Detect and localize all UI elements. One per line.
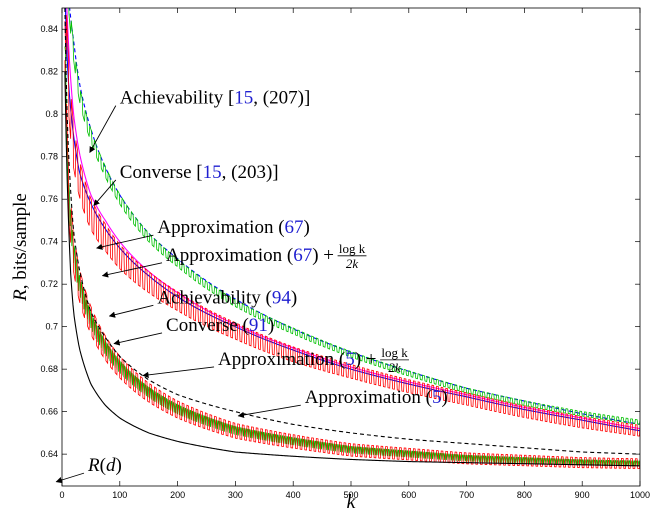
x-axis-label: k bbox=[347, 491, 357, 512]
x-tick-label: 100 bbox=[112, 490, 127, 500]
x-tick-label: 900 bbox=[575, 490, 590, 500]
annotation-arrow bbox=[101, 262, 163, 278]
x-tick-label: 700 bbox=[459, 490, 474, 500]
y-tick-label: 0.68 bbox=[40, 364, 58, 374]
y-tick-label: 0.82 bbox=[40, 67, 58, 77]
annotation-8: Approximation (5) bbox=[237, 387, 448, 419]
annotation-text: Converse [15, (203)] bbox=[120, 162, 279, 183]
y-tick-label: 0.74 bbox=[40, 237, 58, 247]
annotation-arrow bbox=[237, 404, 301, 419]
fraction-numerator: log k bbox=[381, 345, 408, 360]
y-tick-label: 0.66 bbox=[40, 407, 58, 417]
y-tick-label: 0.8 bbox=[45, 109, 58, 119]
x-tick-label: 600 bbox=[401, 490, 416, 500]
annotation-text: Converse (91) bbox=[166, 315, 274, 336]
y-tick-label: 0.84 bbox=[40, 24, 58, 34]
y-tick-label: 0.7 bbox=[45, 322, 58, 332]
annotation-4: Approximation (67) + log k2k bbox=[101, 241, 367, 278]
annotation-arrow bbox=[142, 366, 215, 378]
x-tick-label: 1000 bbox=[630, 490, 650, 500]
y-tick-label: 0.72 bbox=[40, 279, 58, 289]
annotation-7: Approximation (5) + log k2k bbox=[142, 345, 409, 378]
y-tick-label: 0.64 bbox=[40, 449, 58, 459]
axes: 0 100 200 300 400 500 600 700 800 900 1000 0.64 0.66… bbox=[10, 7, 650, 512]
annotation-text: Approximation (5) + bbox=[218, 349, 376, 370]
x-tick-label: 300 bbox=[228, 490, 243, 500]
plot-area bbox=[64, 8, 640, 469]
x-tick-label: 400 bbox=[286, 490, 301, 500]
annotation-text: Approximation (67) bbox=[157, 217, 310, 238]
fraction-denominator: 2k bbox=[388, 360, 401, 375]
annotation-arrow bbox=[55, 472, 85, 484]
x-tick-label: 800 bbox=[517, 490, 532, 500]
series-line-2 bbox=[68, 8, 640, 425]
annotation-arrow bbox=[108, 304, 154, 318]
annotation-arrow bbox=[89, 105, 117, 154]
x-tick-label: 500 bbox=[343, 490, 358, 500]
y-axis-label: R, bits/sample bbox=[10, 193, 31, 302]
y-tick-label: 0.76 bbox=[40, 194, 58, 204]
annotation-text: Achievability (94) bbox=[157, 287, 297, 308]
annotation-text: Approximation (5) bbox=[305, 387, 448, 408]
series-line-9 bbox=[64, 71, 640, 467]
annotation-2: Converse [15, (203)] bbox=[93, 162, 279, 207]
y-tick-label: 0.78 bbox=[40, 152, 58, 162]
series-line-7 bbox=[64, 60, 640, 469]
annotation-6: Converse (91) bbox=[113, 315, 274, 346]
annotation-9: R(d) bbox=[55, 455, 122, 484]
x-tick-label: 0 bbox=[59, 490, 64, 500]
annotation-text: R(d) bbox=[87, 455, 122, 476]
series-line-8 bbox=[64, 8, 640, 455]
annotation-3: Approximation (67) bbox=[96, 217, 310, 250]
annotation-1: Achievability [15, (207)] bbox=[89, 88, 310, 154]
annotation-text: Approximation (67) + bbox=[166, 245, 334, 266]
x-tick-label: 200 bbox=[170, 490, 185, 500]
annotation-text: Achievability [15, (207)] bbox=[120, 88, 310, 109]
annotation-arrow bbox=[93, 179, 117, 207]
annotation-5: Achievability (94) bbox=[108, 287, 297, 318]
annotation-arrow bbox=[96, 234, 154, 250]
annotation-arrow bbox=[113, 332, 163, 346]
annotations: Achievability [15, (207)] Converse [15, (… bbox=[55, 88, 448, 484]
series-line-5 bbox=[64, 15, 640, 437]
fraction-numerator: log k bbox=[339, 241, 366, 256]
fraction-denominator: 2k bbox=[346, 256, 359, 271]
